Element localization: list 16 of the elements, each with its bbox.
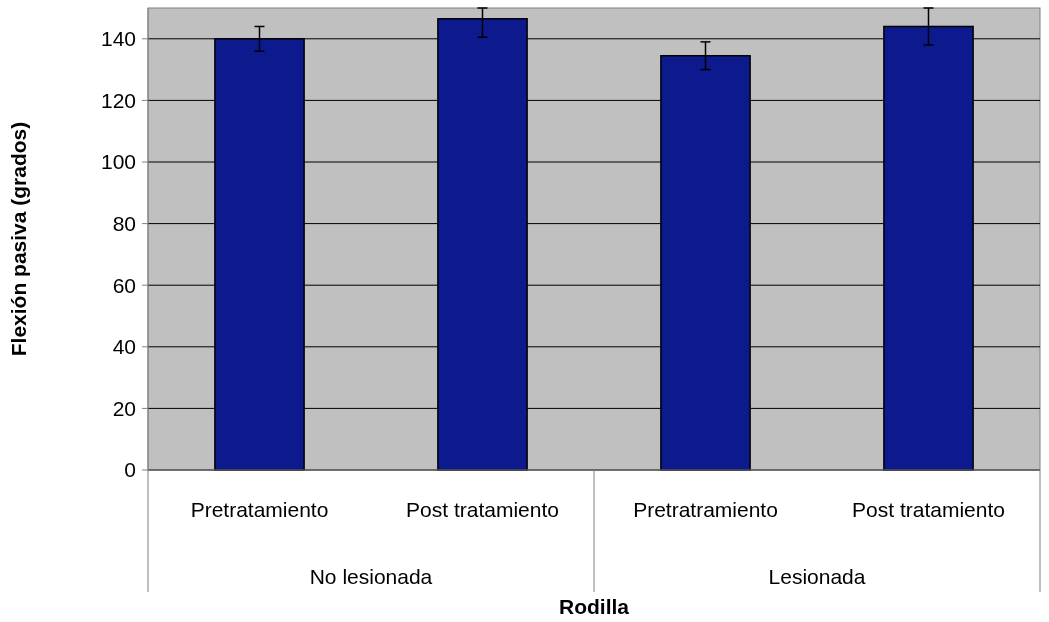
- x-tick-label: Post tratamiento: [406, 498, 559, 521]
- text: No lesionada: [309, 565, 433, 588]
- x-tick-label: Pretratamiento: [190, 498, 329, 521]
- x-axis-title: Rodilla: [558, 595, 630, 618]
- y-tick-label: 0: [124, 458, 136, 482]
- text: Lesionada: [768, 565, 866, 588]
- y-tick-label: 120: [100, 88, 136, 112]
- y-tick-label: 80: [112, 211, 136, 235]
- x-tick-label: Pretratramiento: [633, 498, 778, 521]
- y-tick-label: 100: [100, 150, 136, 174]
- y-tick-label: 40: [112, 335, 136, 359]
- y-tick-label: 60: [112, 273, 136, 297]
- x-tick-label: Post tratamiento: [852, 498, 1005, 521]
- y-axis-title: Flexión pasiva (grados): [7, 121, 30, 357]
- y-tick-label: 20: [112, 396, 136, 420]
- y-tick-label: 140: [100, 27, 136, 51]
